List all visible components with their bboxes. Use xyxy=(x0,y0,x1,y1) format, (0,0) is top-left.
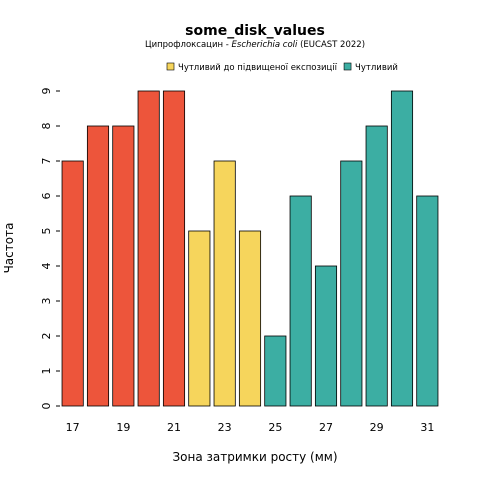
bar-31 xyxy=(416,195,439,407)
legend-label: Чутливий xyxy=(355,63,398,73)
y-tick-label: 5 xyxy=(40,228,53,235)
bar-27 xyxy=(314,265,338,407)
y-tick-label: 2 xyxy=(40,333,53,340)
bar-29 xyxy=(365,125,388,407)
bar-21 xyxy=(162,90,186,407)
x-axis: 17 19 21 23 25 27 29 31 xyxy=(66,421,435,434)
bar-17 xyxy=(61,160,84,407)
y-tick-label: 0 xyxy=(40,403,53,410)
y-tick-label: 8 xyxy=(40,123,53,130)
legend-swatch xyxy=(166,62,175,71)
bar-26 xyxy=(289,195,312,407)
chart-subtitle: Ципрофлоксацин - Escherichia coli (EUCAS… xyxy=(145,40,365,50)
bar-23 xyxy=(213,160,236,407)
x-tick-label: 29 xyxy=(370,421,384,434)
subtitle-organism: Escherichia coli xyxy=(232,40,299,50)
y-tick-label: 9 xyxy=(40,88,53,95)
bars xyxy=(61,90,439,407)
bar-28 xyxy=(340,160,363,407)
y-tick-label: 1 xyxy=(40,368,53,375)
y-tick-label: 4 xyxy=(40,263,53,270)
subtitle-suffix: (EUCAST 2022) xyxy=(297,40,365,50)
y-tick-label: 7 xyxy=(40,158,53,165)
bar-30 xyxy=(390,90,414,407)
bar-18 xyxy=(86,125,110,407)
x-tick-label: 21 xyxy=(167,421,181,434)
x-axis-label: Зона затримки росту (мм) xyxy=(172,450,337,464)
bar-19 xyxy=(112,125,135,407)
x-tick-label: 17 xyxy=(66,421,80,434)
y-axis: 0 1 2 3 4 5 6 7 8 9 xyxy=(40,88,60,410)
subtitle-prefix: Ципрофлоксацин - xyxy=(145,40,232,50)
y-axis-label: Частота xyxy=(2,223,16,274)
bar-22 xyxy=(188,230,211,407)
bar-20 xyxy=(137,90,160,407)
legend-label: Чутливий до підвищеної експозиції xyxy=(178,63,338,73)
bar-25 xyxy=(264,335,287,407)
legend: Чутливий до підвищеної експозиції Чутливи… xyxy=(166,62,398,73)
bar-24 xyxy=(238,230,262,407)
x-tick-label: 19 xyxy=(116,421,130,434)
x-tick-label: 25 xyxy=(268,421,282,434)
x-tick-label: 23 xyxy=(218,421,232,434)
chart-title: some_disk_values xyxy=(185,23,325,39)
legend-swatch xyxy=(343,62,352,71)
x-tick-label: 27 xyxy=(319,421,333,434)
y-tick-label: 3 xyxy=(40,298,53,305)
x-tick-label: 31 xyxy=(420,421,434,434)
y-tick-label: 6 xyxy=(40,193,53,200)
